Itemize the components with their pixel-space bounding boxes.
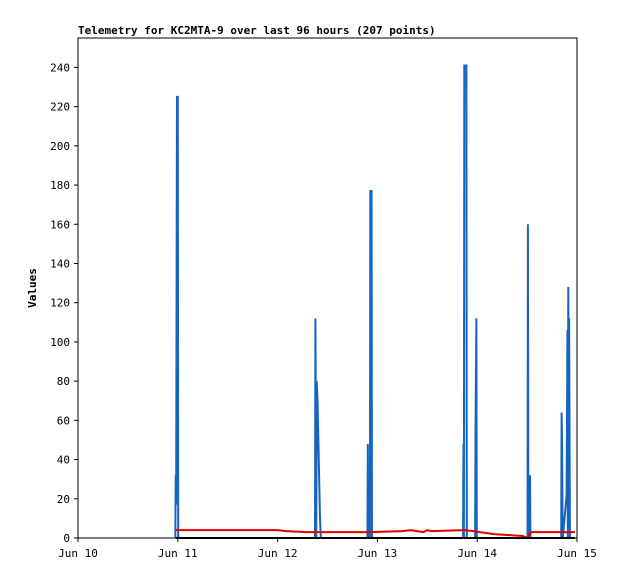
y-tick-label: 200 bbox=[50, 140, 70, 153]
y-tick-label: 220 bbox=[50, 101, 70, 114]
x-tick-label: Jun 13 bbox=[358, 547, 398, 560]
y-tick-label: 0 bbox=[63, 532, 70, 545]
y-tick-label: 20 bbox=[57, 493, 70, 506]
x-tick-label: Jun 15 bbox=[557, 547, 597, 560]
y-tick-label: 100 bbox=[50, 336, 70, 349]
y-tick-label: 40 bbox=[57, 454, 70, 467]
y-tick-label: 120 bbox=[50, 297, 70, 310]
y-tick-label: 180 bbox=[50, 179, 70, 192]
series-line bbox=[175, 529, 575, 540]
y-tick-label: 160 bbox=[50, 218, 70, 231]
x-tick-label: Jun 11 bbox=[158, 547, 198, 560]
y-tick-label: 60 bbox=[57, 414, 70, 427]
y-tick-label: 140 bbox=[50, 257, 70, 270]
x-tick-label: Jun 14 bbox=[457, 547, 497, 560]
y-tick-label: 80 bbox=[57, 375, 70, 388]
x-tick-label: Jun 10 bbox=[58, 547, 98, 560]
chart-title: Telemetry for KC2MTA-9 over last 96 hour… bbox=[78, 24, 436, 37]
y-axis-label: Values bbox=[26, 268, 39, 308]
y-tick-label: 240 bbox=[50, 61, 70, 74]
x-tick-label: Jun 12 bbox=[258, 547, 298, 560]
